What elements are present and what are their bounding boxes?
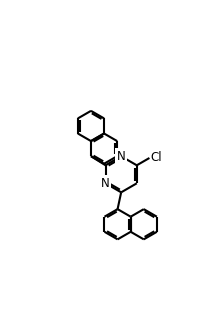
Text: N: N bbox=[117, 150, 126, 163]
Text: N: N bbox=[101, 177, 110, 190]
Text: Cl: Cl bbox=[150, 151, 162, 164]
